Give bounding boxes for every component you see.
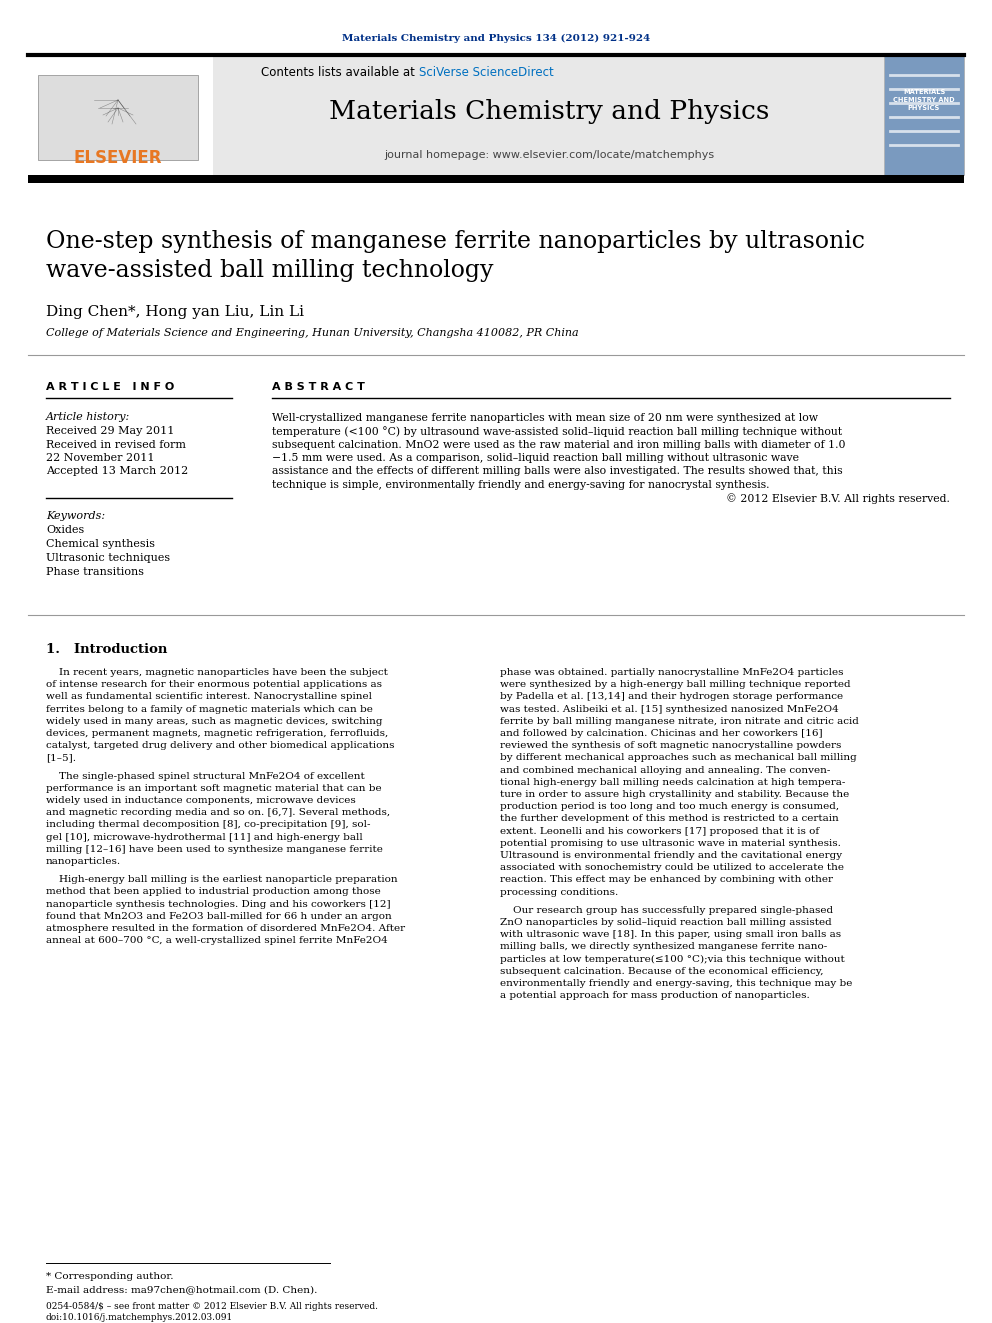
Text: Contents lists available at: Contents lists available at	[261, 66, 419, 79]
Text: ture in order to assure high crystallinity and stability. Because the: ture in order to assure high crystallini…	[500, 790, 849, 799]
Text: of intense research for their enormous potential applications as: of intense research for their enormous p…	[46, 680, 382, 689]
Text: widely used in many areas, such as magnetic devices, switching: widely used in many areas, such as magne…	[46, 717, 383, 726]
Text: High-energy ball milling is the earliest nanoparticle preparation: High-energy ball milling is the earliest…	[46, 876, 398, 884]
Text: The single-phased spinel structural MnFe2O4 of excellent: The single-phased spinel structural MnFe…	[46, 771, 365, 781]
Text: Keywords:: Keywords:	[46, 511, 105, 521]
Text: processing conditions.: processing conditions.	[500, 888, 618, 897]
Text: SciVerse ScienceDirect: SciVerse ScienceDirect	[419, 66, 554, 79]
Text: by Padella et al. [13,14] and their hydrogen storage performance: by Padella et al. [13,14] and their hydr…	[500, 692, 843, 701]
Text: Chemical synthesis: Chemical synthesis	[46, 538, 155, 549]
Text: 1.   Introduction: 1. Introduction	[46, 643, 168, 656]
Text: doi:10.1016/j.matchemphys.2012.03.091: doi:10.1016/j.matchemphys.2012.03.091	[46, 1312, 233, 1322]
Text: by different mechanical approaches such as mechanical ball milling: by different mechanical approaches such …	[500, 753, 857, 762]
Text: Ultrasonic techniques: Ultrasonic techniques	[46, 553, 170, 564]
Text: milling balls, we directly synthesized manganese ferrite nano-: milling balls, we directly synthesized m…	[500, 942, 827, 951]
Text: nanoparticles.: nanoparticles.	[46, 857, 121, 867]
Text: were synthesized by a high-energy ball milling technique reported: were synthesized by a high-energy ball m…	[500, 680, 850, 689]
Text: reaction. This effect may be enhanced by combining with other: reaction. This effect may be enhanced by…	[500, 876, 833, 884]
Text: widely used in inductance components, microwave devices: widely used in inductance components, mi…	[46, 796, 356, 804]
Text: gel [10], microwave-hydrothermal [11] and high-energy ball: gel [10], microwave-hydrothermal [11] an…	[46, 832, 363, 841]
Text: ELSEVIER: ELSEVIER	[73, 149, 163, 167]
FancyBboxPatch shape	[28, 175, 964, 183]
Text: subsequent calcination. Because of the economical efficiency,: subsequent calcination. Because of the e…	[500, 967, 823, 976]
Text: * Corresponding author.: * Corresponding author.	[46, 1271, 174, 1281]
Text: potential promising to use ultrasonic wave in material synthesis.: potential promising to use ultrasonic wa…	[500, 839, 841, 848]
Text: and magnetic recording media and so on. [6,7]. Several methods,: and magnetic recording media and so on. …	[46, 808, 390, 818]
Text: ferrites belong to a family of magnetic materials which can be: ferrites belong to a family of magnetic …	[46, 705, 373, 713]
Text: associated with sonochemistry could be utilized to accelerate the: associated with sonochemistry could be u…	[500, 863, 844, 872]
Text: In recent years, magnetic nanoparticles have been the subject: In recent years, magnetic nanoparticles …	[46, 668, 388, 677]
Text: with ultrasonic wave [18]. In this paper, using small iron balls as: with ultrasonic wave [18]. In this paper…	[500, 930, 841, 939]
Text: Phase transitions: Phase transitions	[46, 568, 144, 577]
Text: MATERIALS
CHEMISTRY AND
PHYSICS: MATERIALS CHEMISTRY AND PHYSICS	[893, 89, 955, 111]
Text: Received 29 May 2011: Received 29 May 2011	[46, 426, 175, 437]
Text: Materials Chemistry and Physics 134 (2012) 921-924: Materials Chemistry and Physics 134 (201…	[342, 33, 650, 42]
Text: production period is too long and too much energy is consumed,: production period is too long and too mu…	[500, 802, 839, 811]
Text: environmentally friendly and energy-saving, this technique may be: environmentally friendly and energy-savi…	[500, 979, 852, 988]
Text: atmosphere resulted in the formation of disordered MnFe2O4. After: atmosphere resulted in the formation of …	[46, 923, 405, 933]
Text: nanoparticle synthesis technologies. Ding and his coworkers [12]: nanoparticle synthesis technologies. Din…	[46, 900, 391, 909]
Text: tional high-energy ball milling needs calcination at high tempera-: tional high-energy ball milling needs ca…	[500, 778, 845, 787]
Text: Article history:: Article history:	[46, 411, 130, 422]
Text: reviewed the synthesis of soft magnetic nanocrystalline powders: reviewed the synthesis of soft magnetic …	[500, 741, 841, 750]
Text: Oxides: Oxides	[46, 525, 84, 534]
Text: and followed by calcination. Chicinas and her coworkers [16]: and followed by calcination. Chicinas an…	[500, 729, 822, 738]
Text: subsequent calcination. MnO2 were used as the raw material and iron milling ball: subsequent calcination. MnO2 were used a…	[272, 439, 845, 450]
Text: technique is simple, environmentally friendly and energy-saving for nanocrystal : technique is simple, environmentally fri…	[272, 479, 770, 490]
Text: devices, permanent magnets, magnetic refrigeration, ferrofluids,: devices, permanent magnets, magnetic ref…	[46, 729, 388, 738]
Text: Ding Chen*, Hong yan Liu, Lin Li: Ding Chen*, Hong yan Liu, Lin Li	[46, 306, 304, 319]
Text: performance is an important soft magnetic material that can be: performance is an important soft magneti…	[46, 783, 382, 792]
Text: the further development of this method is restricted to a certain: the further development of this method i…	[500, 815, 839, 823]
Text: [1–5].: [1–5].	[46, 753, 76, 762]
Text: Ultrasound is environmental friendly and the cavitational energy: Ultrasound is environmental friendly and…	[500, 851, 842, 860]
Text: well as fundamental scientific interest. Nanocrystalline spinel: well as fundamental scientific interest.…	[46, 692, 372, 701]
Text: ZnO nanoparticles by solid–liquid reaction ball milling assisted: ZnO nanoparticles by solid–liquid reacti…	[500, 918, 831, 927]
Text: anneal at 600–700 °C, a well-crystallized spinel ferrite MnFe2O4: anneal at 600–700 °C, a well-crystallize…	[46, 937, 388, 945]
Text: assistance and the effects of different milling balls were also investigated. Th: assistance and the effects of different …	[272, 466, 842, 476]
Text: A R T I C L E   I N F O: A R T I C L E I N F O	[46, 382, 175, 392]
Text: method that been applied to industrial production among those: method that been applied to industrial p…	[46, 888, 381, 897]
Text: 0254-0584/$ – see front matter © 2012 Elsevier B.V. All rights reserved.: 0254-0584/$ – see front matter © 2012 El…	[46, 1302, 378, 1311]
Text: phase was obtained. partially nanocrystalline MnFe2O4 particles: phase was obtained. partially nanocrysta…	[500, 668, 843, 677]
Text: including thermal decomposition [8], co-precipitation [9], sol-: including thermal decomposition [8], co-…	[46, 820, 370, 830]
Text: Accepted 13 March 2012: Accepted 13 March 2012	[46, 466, 188, 476]
FancyBboxPatch shape	[884, 56, 964, 175]
Text: found that Mn2O3 and Fe2O3 ball-milled for 66 h under an argon: found that Mn2O3 and Fe2O3 ball-milled f…	[46, 912, 392, 921]
Text: particles at low temperature(≤100 °C);via this technique without: particles at low temperature(≤100 °C);vi…	[500, 955, 845, 963]
Text: College of Materials Science and Engineering, Hunan University, Changsha 410082,: College of Materials Science and Enginee…	[46, 328, 578, 337]
Text: Our research group has successfully prepared single-phased: Our research group has successfully prep…	[500, 906, 833, 914]
Text: Received in revised form: Received in revised form	[46, 441, 186, 450]
Text: A B S T R A C T: A B S T R A C T	[272, 382, 365, 392]
Text: milling [12–16] have been used to synthesize manganese ferrite: milling [12–16] have been used to synthe…	[46, 845, 383, 853]
Text: a potential approach for mass production of nanoparticles.: a potential approach for mass production…	[500, 991, 809, 1000]
Text: temperature (<100 °C) by ultrasound wave-assisted solid–liquid reaction ball mil: temperature (<100 °C) by ultrasound wave…	[272, 426, 842, 437]
FancyBboxPatch shape	[213, 56, 884, 175]
Text: catalyst, targeted drug delivery and other biomedical applications: catalyst, targeted drug delivery and oth…	[46, 741, 395, 750]
Text: Materials Chemistry and Physics: Materials Chemistry and Physics	[328, 99, 769, 124]
Text: 22 November 2011: 22 November 2011	[46, 452, 155, 463]
FancyBboxPatch shape	[38, 75, 198, 160]
Text: −1.5 mm were used. As a comparison, solid–liquid reaction ball milling without u: −1.5 mm were used. As a comparison, soli…	[272, 452, 799, 463]
Text: journal homepage: www.elsevier.com/locate/matchemphys: journal homepage: www.elsevier.com/locat…	[384, 149, 714, 160]
Text: E-mail address: ma97chen@hotmail.com (D. Chen).: E-mail address: ma97chen@hotmail.com (D.…	[46, 1285, 317, 1294]
Text: ferrite by ball milling manganese nitrate, iron nitrate and citric acid: ferrite by ball milling manganese nitrat…	[500, 717, 859, 726]
Text: extent. Leonelli and his coworkers [17] proposed that it is of: extent. Leonelli and his coworkers [17] …	[500, 827, 819, 836]
Text: One-step synthesis of manganese ferrite nanoparticles by ultrasonic
wave-assiste: One-step synthesis of manganese ferrite …	[46, 230, 865, 282]
Text: and combined mechanical alloying and annealing. The conven-: and combined mechanical alloying and ann…	[500, 766, 830, 774]
FancyBboxPatch shape	[28, 56, 213, 175]
Text: was tested. Aslibeiki et al. [15] synthesized nanosized MnFe2O4: was tested. Aslibeiki et al. [15] synthe…	[500, 705, 839, 713]
Text: Well-crystallized manganese ferrite nanoparticles with mean size of 20 nm were s: Well-crystallized manganese ferrite nano…	[272, 413, 818, 423]
Text: © 2012 Elsevier B.V. All rights reserved.: © 2012 Elsevier B.V. All rights reserved…	[726, 492, 950, 504]
